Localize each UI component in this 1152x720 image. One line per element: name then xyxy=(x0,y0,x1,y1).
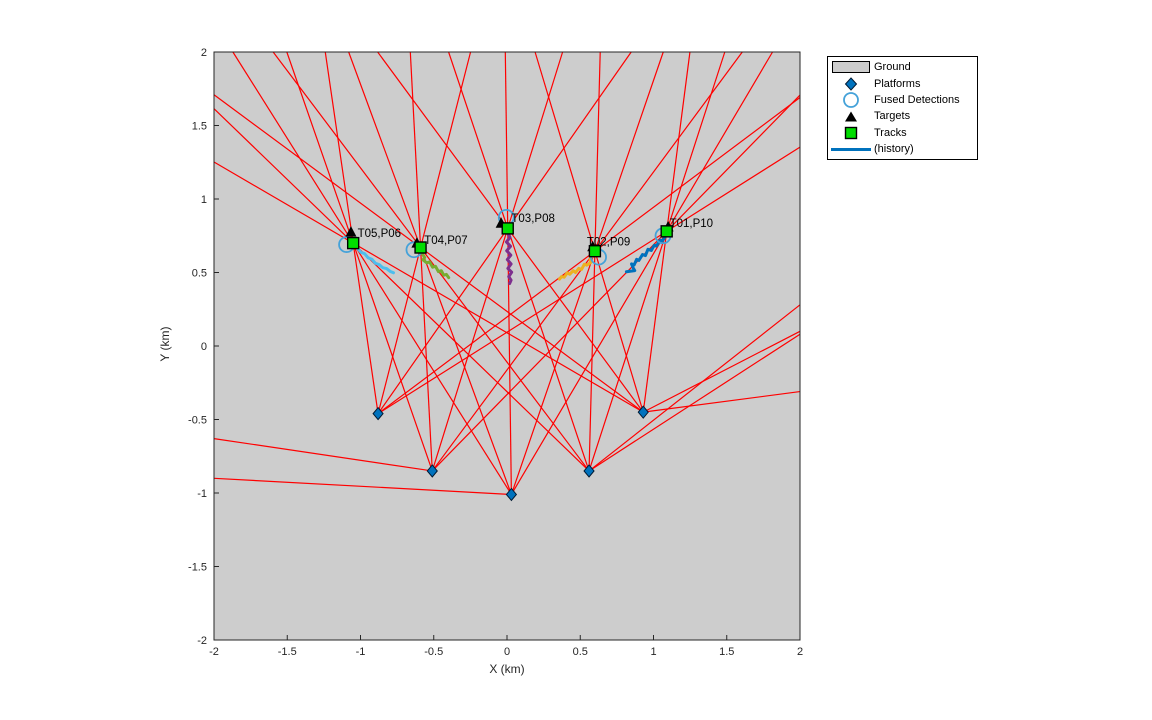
legend-label-targets: Targets xyxy=(874,110,911,123)
bearing-ray xyxy=(588,51,601,471)
track-marker xyxy=(414,241,427,254)
x-axis-label: X (km) xyxy=(489,662,525,676)
y-tick-label: -0.5 xyxy=(188,415,207,427)
legend-label-tracks: Tracks xyxy=(874,126,907,139)
track-marker xyxy=(660,225,673,238)
bearing-ray xyxy=(232,51,512,495)
x-tick-label: 0.5 xyxy=(573,646,588,658)
legend-row-platforms: Platforms xyxy=(828,75,977,91)
bearing-ray xyxy=(213,94,644,413)
bearing-ray xyxy=(377,146,801,415)
track-square-icon xyxy=(828,126,874,140)
platform-marker xyxy=(637,405,649,419)
bearing-ray xyxy=(286,51,433,472)
target-marker xyxy=(345,226,357,237)
track-label: T04,P07 xyxy=(424,235,467,247)
bearing-ray xyxy=(348,51,512,495)
track-history xyxy=(557,253,595,281)
y-tick-label: 1.5 xyxy=(192,121,207,133)
legend-label-history: (history) xyxy=(874,143,914,156)
track-marker xyxy=(346,236,360,250)
legend-row-history: (history) xyxy=(828,141,977,157)
legend-row-ground: Ground xyxy=(828,59,977,75)
y-tick-label: 1 xyxy=(201,194,207,206)
x-tick-label: 1 xyxy=(650,646,656,658)
legend-label-fused-detections: Fused Detections xyxy=(874,93,960,106)
bearing-ray xyxy=(534,51,644,413)
track-history xyxy=(504,231,514,286)
bearing-ray xyxy=(448,51,590,472)
track-label: T03,P08 xyxy=(511,213,554,225)
x-tick-label: 2 xyxy=(797,646,803,658)
track-label: T05,P06 xyxy=(358,228,401,240)
track-label: T01,P10 xyxy=(670,218,713,230)
track-history xyxy=(352,243,395,275)
y-tick-label: 0.5 xyxy=(192,268,207,280)
bearing-ray xyxy=(642,330,801,413)
y-tick-label: 0 xyxy=(201,341,207,353)
bearing-ray xyxy=(643,390,801,413)
legend: Ground Platforms Fused Detections Target… xyxy=(827,56,978,160)
bearing-ray xyxy=(431,94,801,472)
bearing-ray xyxy=(588,333,801,472)
detection-circle-icon xyxy=(828,91,874,109)
bearing-ray xyxy=(588,304,801,472)
legend-row-targets: Targets xyxy=(828,108,977,124)
legend-row-tracks: Tracks xyxy=(828,125,977,141)
bearing-ray xyxy=(213,438,433,472)
target-triangle-icon xyxy=(828,110,874,123)
y-tick-label: -1 xyxy=(197,488,207,500)
track-marker xyxy=(501,222,514,235)
ground-swatch-icon xyxy=(828,61,874,74)
y-axis-label: Y (km) xyxy=(158,326,172,362)
platform-marker xyxy=(505,487,518,502)
x-tick-label: -2 xyxy=(209,646,219,658)
x-tick-label: -0.5 xyxy=(424,646,443,658)
y-tick-label: 2 xyxy=(201,47,207,59)
track-marker xyxy=(588,244,602,258)
platform-diamond-icon xyxy=(828,76,874,91)
track-history xyxy=(624,233,669,274)
track-history xyxy=(420,251,451,280)
x-tick-label: 0 xyxy=(504,646,510,658)
platform-marker xyxy=(426,464,438,478)
bearing-ray xyxy=(213,477,512,496)
bearing-ray xyxy=(510,51,774,495)
bearing-ray xyxy=(213,108,590,472)
bearing-ray xyxy=(504,51,512,495)
x-tick-label: -1 xyxy=(356,646,366,658)
legend-label-ground: Ground xyxy=(874,61,911,74)
platform-marker xyxy=(372,406,384,421)
history-line-icon xyxy=(828,147,874,151)
x-tick-label: -1.5 xyxy=(278,646,297,658)
y-tick-label: -2 xyxy=(197,635,207,647)
track-label: T02,P09 xyxy=(587,236,630,248)
bearing-ray xyxy=(213,161,644,413)
bearing-ray xyxy=(409,51,433,471)
x-tick-label: 1.5 xyxy=(719,646,734,658)
legend-row-fused-detections: Fused Detections xyxy=(828,92,977,108)
bearing-ray xyxy=(588,51,726,472)
y-tick-label: -1.5 xyxy=(188,562,207,574)
platform-marker xyxy=(583,464,595,478)
bearing-ray xyxy=(377,51,472,414)
bearing-ray xyxy=(431,51,564,472)
bearing-ray xyxy=(431,51,743,472)
legend-label-platforms: Platforms xyxy=(874,77,921,90)
